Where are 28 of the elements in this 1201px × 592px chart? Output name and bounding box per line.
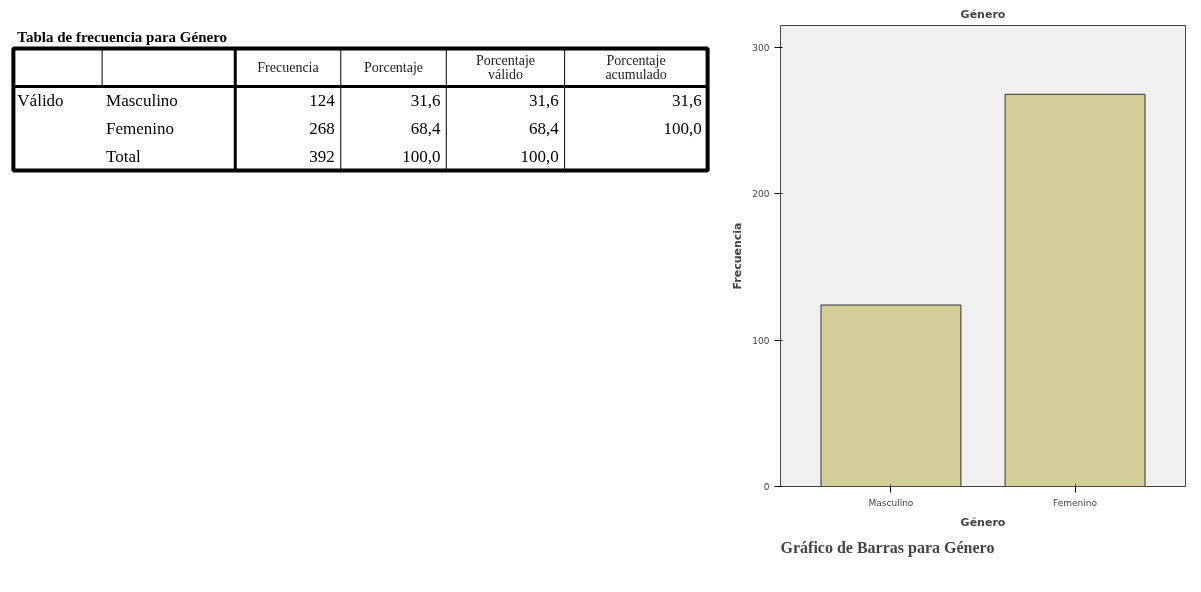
text: Gráfico de Barras para Género <box>780 538 995 557</box>
text: 31,6 <box>671 90 702 110</box>
text: Masculino <box>106 90 178 110</box>
y-tick-label: 0 <box>763 482 770 492</box>
text: Válido <box>17 90 64 110</box>
y-tick-label: 100 <box>752 335 770 346</box>
text: 31,6 <box>410 90 441 110</box>
chart-title: Género <box>960 7 1006 21</box>
text: Porcentaje válido <box>475 53 536 82</box>
y-tick-label: 300 <box>752 42 770 53</box>
text: 100,0 <box>520 146 559 166</box>
text: 100,0 <box>663 118 702 138</box>
text: Femenino <box>106 118 175 138</box>
text: 31,6 <box>528 90 559 110</box>
text: Frecuencia <box>257 59 320 75</box>
text: 268 <box>309 118 335 138</box>
text: Tabla de frecuencia para Género <box>17 29 228 46</box>
y-axis-title: Frecuencia <box>731 222 745 290</box>
text: 124 <box>309 90 336 110</box>
text: Porcentaje <box>363 59 424 75</box>
text: 100,0 <box>402 146 441 166</box>
x-axis-title: Género <box>960 515 1006 529</box>
text: Total <box>106 146 142 166</box>
text: 68,4 <box>410 118 441 138</box>
text: 392 <box>309 146 335 166</box>
text: 68,4 <box>528 118 560 138</box>
y-tick-label: 200 <box>752 189 770 200</box>
text: Porcentaje acumulado <box>605 53 667 82</box>
